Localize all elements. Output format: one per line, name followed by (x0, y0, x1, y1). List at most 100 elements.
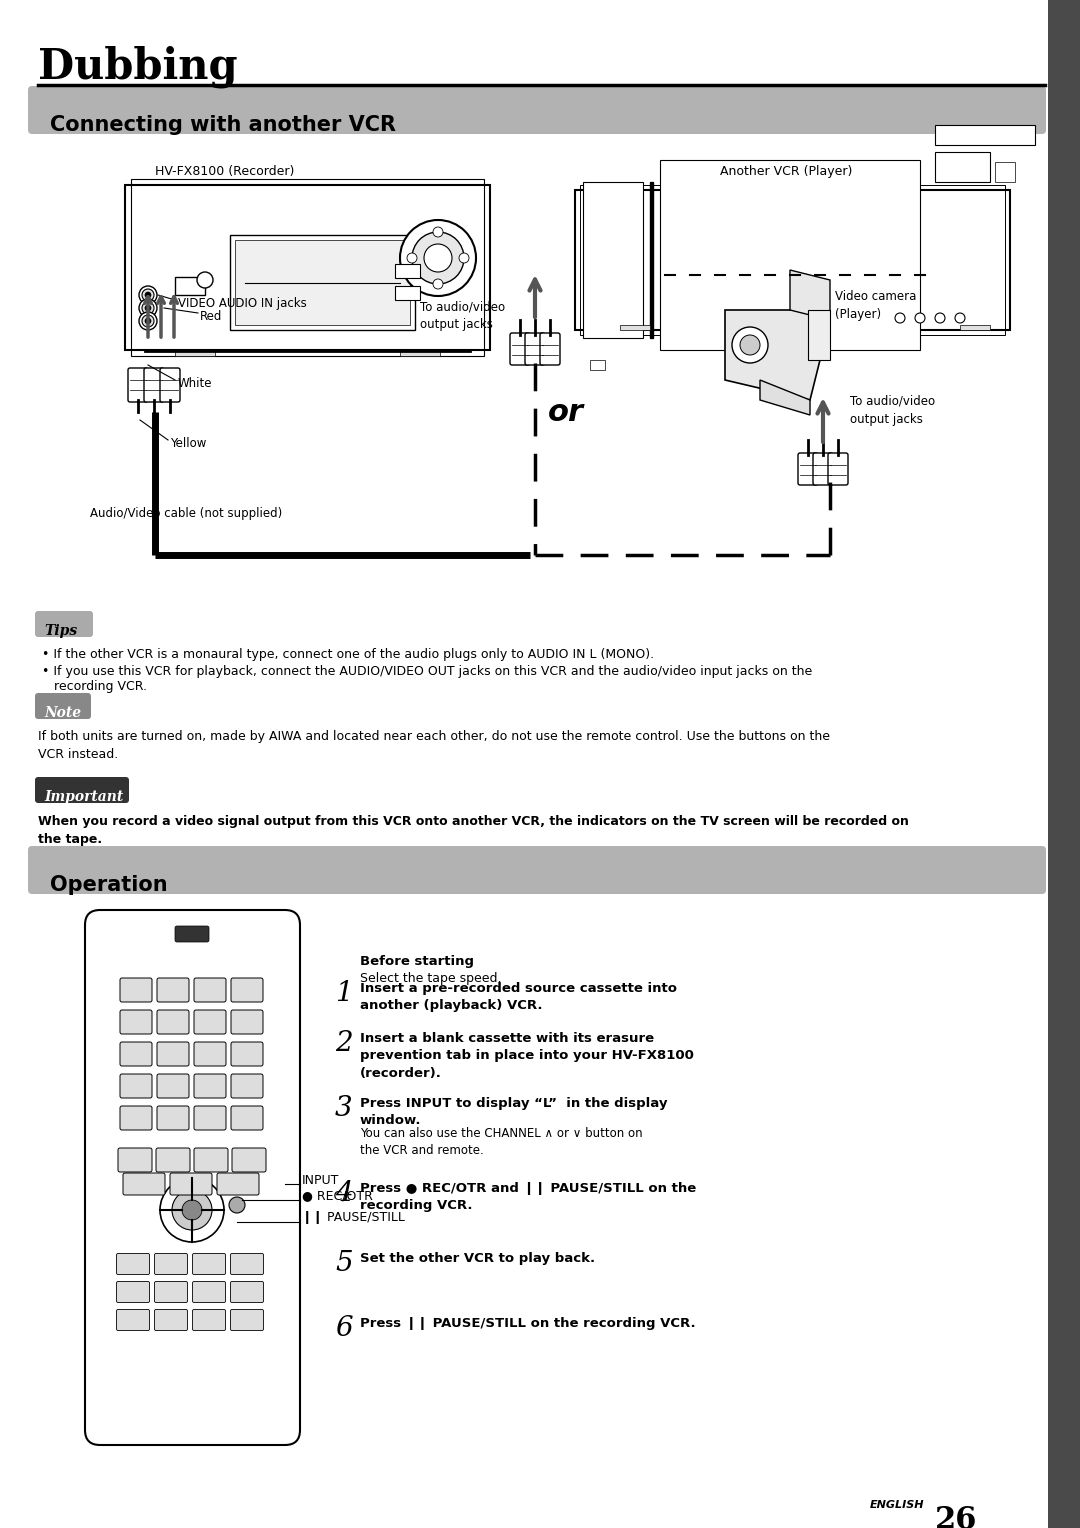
Polygon shape (725, 310, 820, 400)
Circle shape (145, 306, 151, 312)
FancyBboxPatch shape (35, 611, 93, 637)
Circle shape (183, 1199, 202, 1219)
Text: Important: Important (44, 790, 123, 804)
FancyBboxPatch shape (144, 368, 164, 402)
Text: Yellow: Yellow (170, 437, 206, 451)
Circle shape (139, 312, 157, 330)
Text: HV-FX8100 (Recorder): HV-FX8100 (Recorder) (156, 165, 295, 177)
Bar (660, 160, 920, 350)
Text: When you record a video signal output from this VCR onto another VCR, the indica: When you record a video signal output fr… (38, 814, 909, 847)
Text: Insert a pre-recorded source cassette into
another (playback) VCR.: Insert a pre-recorded source cassette in… (360, 983, 677, 1013)
FancyBboxPatch shape (118, 1148, 152, 1172)
FancyBboxPatch shape (157, 1042, 189, 1067)
FancyBboxPatch shape (170, 1174, 212, 1195)
Text: • If the other VCR is a monaural type, connect one of the audio plugs only to AU: • If the other VCR is a monaural type, c… (42, 648, 654, 662)
FancyBboxPatch shape (123, 1174, 165, 1195)
FancyBboxPatch shape (217, 1174, 259, 1195)
Text: Red: Red (200, 310, 222, 322)
Text: Audio/Video cable (not supplied): Audio/Video cable (not supplied) (90, 507, 282, 520)
Circle shape (935, 313, 945, 322)
Circle shape (915, 313, 924, 322)
Circle shape (139, 286, 157, 304)
Polygon shape (575, 189, 1010, 330)
FancyBboxPatch shape (175, 926, 210, 941)
FancyBboxPatch shape (120, 1074, 152, 1099)
Circle shape (740, 335, 760, 354)
Text: Operation: Operation (50, 876, 167, 895)
FancyBboxPatch shape (117, 1282, 149, 1302)
Text: Dubbing: Dubbing (38, 44, 238, 87)
Bar (175, 277, 205, 295)
FancyBboxPatch shape (813, 452, 833, 484)
Bar (620, 325, 650, 330)
FancyBboxPatch shape (120, 978, 152, 1002)
FancyBboxPatch shape (157, 978, 189, 1002)
Bar (175, 350, 215, 356)
Text: 1: 1 (335, 979, 353, 1007)
Circle shape (141, 303, 154, 313)
Circle shape (732, 327, 768, 364)
Circle shape (895, 313, 905, 322)
Circle shape (141, 289, 154, 301)
Circle shape (197, 272, 213, 287)
FancyBboxPatch shape (120, 1042, 152, 1067)
FancyBboxPatch shape (85, 911, 300, 1445)
FancyBboxPatch shape (828, 452, 848, 484)
Bar (235, 240, 410, 325)
Circle shape (172, 1190, 212, 1230)
Text: Before starting: Before starting (360, 955, 474, 969)
Text: Insert a blank cassette with its erasure
prevention tab in place into your HV-FX: Insert a blank cassette with its erasure… (360, 1031, 693, 1080)
FancyBboxPatch shape (540, 333, 561, 365)
Bar (960, 325, 990, 330)
FancyBboxPatch shape (117, 1253, 149, 1274)
FancyBboxPatch shape (194, 978, 226, 1002)
Text: If both units are turned on, made by AIWA and located near each other, do not us: If both units are turned on, made by AIW… (38, 730, 831, 761)
Circle shape (145, 318, 151, 324)
FancyBboxPatch shape (231, 1074, 264, 1099)
FancyBboxPatch shape (154, 1253, 188, 1274)
Bar (808, 310, 831, 361)
Text: Connecting with another VCR: Connecting with another VCR (50, 115, 396, 134)
Bar (395, 286, 420, 299)
Bar (583, 182, 643, 338)
Text: Press ● REC/OTR and ❙❙ PAUSE/STILL on the
recording VCR.: Press ● REC/OTR and ❙❙ PAUSE/STILL on th… (360, 1183, 697, 1213)
Text: or: or (548, 397, 584, 426)
Bar (230, 235, 415, 330)
Bar (650, 182, 653, 338)
Bar (395, 264, 420, 278)
Text: Press ❙❙ PAUSE/STILL on the recording VCR.: Press ❙❙ PAUSE/STILL on the recording VC… (360, 1317, 696, 1329)
Circle shape (141, 315, 154, 327)
Bar (995, 162, 1015, 182)
FancyBboxPatch shape (230, 1282, 264, 1302)
FancyBboxPatch shape (192, 1282, 226, 1302)
FancyBboxPatch shape (157, 1074, 189, 1099)
FancyBboxPatch shape (120, 1106, 152, 1131)
FancyBboxPatch shape (194, 1074, 226, 1099)
Circle shape (459, 254, 469, 263)
FancyBboxPatch shape (525, 333, 545, 365)
Circle shape (433, 280, 443, 289)
Text: 6: 6 (335, 1316, 353, 1342)
FancyBboxPatch shape (194, 1106, 226, 1131)
Circle shape (955, 313, 966, 322)
Bar (590, 361, 605, 370)
Text: ❙❙ PAUSE/STILL: ❙❙ PAUSE/STILL (302, 1212, 405, 1224)
Polygon shape (760, 380, 810, 416)
Circle shape (229, 1196, 245, 1213)
FancyBboxPatch shape (157, 1106, 189, 1131)
FancyBboxPatch shape (194, 1010, 226, 1034)
Circle shape (400, 220, 476, 296)
Text: 3: 3 (335, 1096, 353, 1122)
Text: 26: 26 (935, 1505, 977, 1528)
Text: To audio/video
output jacks: To audio/video output jacks (850, 396, 935, 426)
FancyBboxPatch shape (154, 1282, 188, 1302)
FancyBboxPatch shape (156, 1148, 190, 1172)
Polygon shape (789, 270, 831, 319)
FancyBboxPatch shape (230, 1309, 264, 1331)
FancyBboxPatch shape (231, 1106, 264, 1131)
Bar (400, 350, 440, 356)
FancyBboxPatch shape (231, 1010, 264, 1034)
FancyBboxPatch shape (117, 1309, 149, 1331)
FancyBboxPatch shape (35, 694, 91, 720)
Bar (935, 125, 1035, 145)
